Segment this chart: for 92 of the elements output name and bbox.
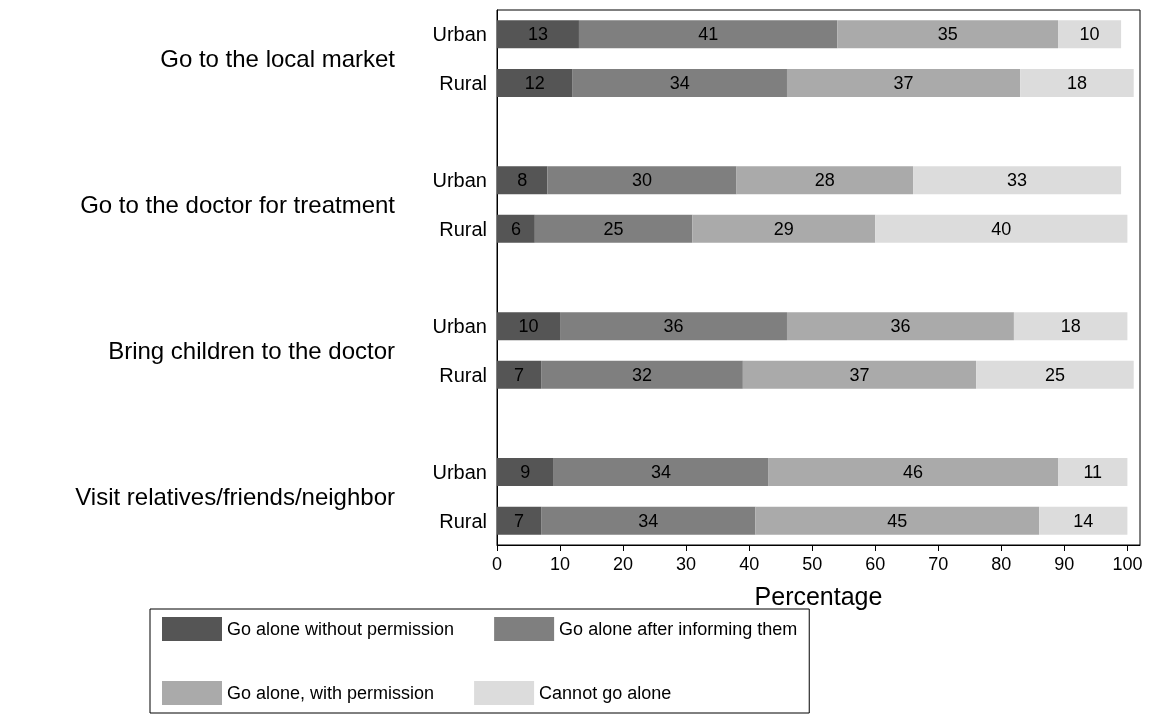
data-label: 46	[903, 462, 924, 483]
x-tick-label: 10	[550, 554, 571, 574]
y-tick-label: Urban	[432, 169, 487, 192]
data-label: 34	[650, 462, 671, 483]
bar	[572, 68, 787, 97]
bar	[875, 214, 1128, 243]
x-tick-label: 90	[1054, 554, 1075, 574]
data-label: 7	[514, 510, 525, 531]
x-tick-label: 60	[865, 554, 886, 574]
legend-label: Go alone after informing them	[559, 619, 798, 639]
data-label: 6	[510, 218, 521, 239]
data-label: 35	[937, 24, 958, 45]
bar	[786, 68, 1021, 97]
bar	[1020, 68, 1134, 97]
bar	[976, 360, 1134, 389]
bar	[541, 506, 756, 535]
y-tick-label: Rural	[439, 71, 487, 94]
legend-label: Go alone without permission	[227, 619, 455, 639]
legend-label: Cannot go alone	[539, 683, 672, 703]
x-axis-title: Percentage	[754, 581, 883, 610]
data-label: 37	[849, 364, 870, 385]
data-label: 11	[1083, 462, 1103, 483]
bar	[578, 20, 838, 49]
data-label: 9	[520, 462, 531, 483]
x-tick-label: 20	[613, 554, 634, 574]
data-label: 28	[814, 170, 835, 191]
bar	[692, 214, 876, 243]
x-tick-label: 80	[991, 554, 1012, 574]
x-tick-label: 50	[802, 554, 823, 574]
bar	[497, 20, 579, 49]
legend-label: Go alone, with permission	[227, 683, 435, 703]
data-label: 25	[1044, 364, 1065, 385]
bar	[497, 312, 561, 341]
text: Go to the local market	[160, 45, 396, 73]
bar	[768, 458, 1059, 487]
bar	[541, 360, 743, 389]
x-tick-label: 100	[1112, 554, 1143, 574]
y-tick-label: Rural	[439, 509, 487, 532]
x-tick-label: 0	[491, 554, 503, 574]
data-label: 34	[669, 72, 690, 93]
bar	[736, 166, 914, 195]
y-tick-label: Rural	[439, 363, 487, 386]
data-label: 36	[663, 316, 684, 337]
text: Visit relatives/friends/neighbor	[75, 482, 396, 510]
data-label: 18	[1066, 72, 1087, 93]
bar	[1058, 20, 1122, 49]
data-label: 34	[638, 510, 659, 531]
bar	[837, 20, 1059, 49]
bar	[913, 166, 1122, 195]
data-label: 33	[1007, 170, 1028, 191]
x-tick-label: 70	[928, 554, 949, 574]
data-label: 29	[773, 218, 794, 239]
data-label: 14	[1073, 510, 1094, 531]
x-tick-label: 40	[739, 554, 760, 574]
y-tick-label: Urban	[432, 461, 487, 484]
data-label: 32	[631, 364, 653, 385]
y-tick-label: Rural	[439, 217, 487, 240]
bar	[497, 458, 554, 487]
data-label: 7	[514, 364, 525, 385]
bar	[497, 214, 535, 243]
bar	[786, 312, 1014, 341]
data-label: 10	[1079, 24, 1100, 45]
y-tick-label: Urban	[432, 23, 487, 46]
bar	[497, 166, 548, 195]
bar	[547, 166, 737, 195]
data-label: 18	[1060, 316, 1081, 337]
bar	[1058, 458, 1128, 487]
data-label: 10	[518, 316, 539, 337]
data-label: 12	[524, 72, 545, 93]
data-label: 41	[698, 24, 719, 45]
bar	[497, 360, 542, 389]
bar	[742, 360, 977, 389]
data-label: 36	[890, 316, 911, 337]
bar	[1039, 506, 1128, 535]
bar	[497, 506, 542, 535]
data-label: 25	[603, 218, 624, 239]
text: Go to the doctor for treatment	[80, 191, 396, 219]
bar	[755, 506, 1040, 535]
data-label: 40	[991, 218, 1012, 239]
text: Bring children to the doctor	[108, 336, 396, 364]
data-label: 45	[887, 510, 908, 531]
bar	[560, 312, 787, 341]
bar	[497, 68, 573, 97]
y-tick-label: Urban	[432, 315, 487, 338]
data-label: 8	[517, 170, 528, 191]
data-label: 30	[631, 170, 653, 191]
bar	[553, 458, 769, 487]
bar	[1013, 312, 1128, 341]
data-label: 37	[893, 72, 914, 93]
data-label: 13	[527, 24, 548, 45]
bar	[534, 214, 693, 243]
x-tick-label: 30	[676, 554, 697, 574]
